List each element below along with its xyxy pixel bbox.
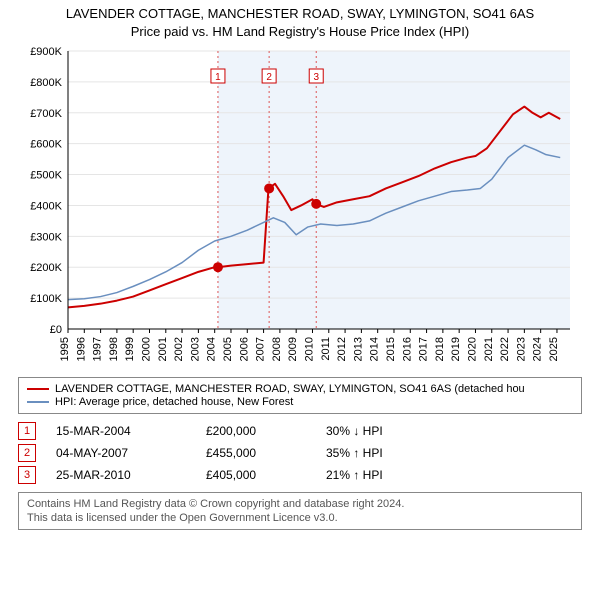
svg-text:£700K: £700K	[30, 107, 62, 119]
svg-text:£600K: £600K	[30, 138, 62, 150]
sale-price: £200,000	[206, 424, 326, 438]
svg-text:2003: 2003	[189, 337, 201, 361]
svg-text:£400K: £400K	[30, 200, 62, 212]
svg-text:£200K: £200K	[30, 262, 62, 274]
svg-text:2025: 2025	[548, 337, 560, 361]
svg-text:2022: 2022	[499, 337, 511, 361]
svg-text:2013: 2013	[352, 337, 364, 361]
svg-text:1999: 1999	[124, 337, 136, 361]
svg-text:2009: 2009	[287, 337, 299, 361]
sale-diff: 30% ↓ HPI	[326, 424, 446, 438]
svg-text:2017: 2017	[418, 337, 430, 361]
sale-diff: 21% ↑ HPI	[326, 468, 446, 482]
svg-text:2: 2	[266, 72, 272, 83]
sale-marker-icon: 1	[18, 422, 36, 440]
svg-text:2000: 2000	[140, 337, 152, 361]
svg-text:2006: 2006	[238, 337, 250, 361]
svg-text:£0: £0	[50, 324, 62, 336]
sale-diff: 35% ↑ HPI	[326, 446, 446, 460]
legend-swatch	[27, 388, 49, 390]
svg-text:1995: 1995	[59, 337, 71, 361]
sale-marker-icon: 2	[18, 444, 36, 462]
footer-line-2: This data is licensed under the Open Gov…	[27, 511, 573, 525]
svg-text:1997: 1997	[92, 337, 104, 361]
svg-text:2007: 2007	[255, 337, 267, 361]
svg-text:£800K: £800K	[30, 76, 62, 88]
svg-text:2012: 2012	[336, 337, 348, 361]
legend: LAVENDER COTTAGE, MANCHESTER ROAD, SWAY,…	[18, 377, 582, 414]
svg-text:2010: 2010	[303, 337, 315, 361]
svg-text:2016: 2016	[401, 337, 413, 361]
svg-text:2014: 2014	[369, 337, 381, 361]
legend-label: HPI: Average price, detached house, New …	[55, 396, 293, 408]
sale-date: 15-MAR-2004	[56, 424, 206, 438]
table-row: 1 15-MAR-2004 £200,000 30% ↓ HPI	[18, 422, 582, 440]
svg-text:2011: 2011	[320, 337, 332, 361]
svg-text:£300K: £300K	[30, 231, 62, 243]
svg-text:2021: 2021	[483, 337, 495, 361]
svg-text:£100K: £100K	[30, 293, 62, 305]
legend-item: LAVENDER COTTAGE, MANCHESTER ROAD, SWAY,…	[27, 383, 573, 395]
svg-text:2018: 2018	[434, 337, 446, 361]
svg-text:2002: 2002	[173, 337, 185, 361]
svg-text:2019: 2019	[450, 337, 462, 361]
title-line-1: LAVENDER COTTAGE, MANCHESTER ROAD, SWAY,…	[0, 6, 600, 22]
svg-text:2001: 2001	[157, 337, 169, 361]
svg-text:2005: 2005	[222, 337, 234, 361]
svg-text:2023: 2023	[515, 337, 527, 361]
footer-attribution: Contains HM Land Registry data © Crown c…	[18, 492, 582, 531]
legend-label: LAVENDER COTTAGE, MANCHESTER ROAD, SWAY,…	[55, 383, 525, 395]
price-chart: £0 £100K £200K £300K £400K £500K £600K £700K £80…	[18, 41, 582, 371]
svg-text:£500K: £500K	[30, 169, 62, 181]
svg-text:2015: 2015	[385, 337, 397, 361]
sale-marker-icon: 3	[18, 466, 36, 484]
svg-text:2024: 2024	[532, 337, 544, 361]
footer-line-1: Contains HM Land Registry data © Crown c…	[27, 497, 573, 511]
table-row: 2 04-MAY-2007 £455,000 35% ↑ HPI	[18, 444, 582, 462]
svg-text:1998: 1998	[108, 337, 120, 361]
svg-text:1: 1	[215, 72, 221, 83]
svg-text:1996: 1996	[75, 337, 87, 361]
chart-titles: LAVENDER COTTAGE, MANCHESTER ROAD, SWAY,…	[0, 0, 600, 41]
chart-container: { "titles": { "line1": "LAVENDER COTTAGE…	[0, 0, 600, 590]
sale-price: £405,000	[206, 468, 326, 482]
sale-date: 04-MAY-2007	[56, 446, 206, 460]
svg-text:3: 3	[313, 72, 319, 83]
sale-date: 25-MAR-2010	[56, 468, 206, 482]
sales-table: 1 15-MAR-2004 £200,000 30% ↓ HPI 2 04-MA…	[18, 422, 582, 484]
legend-item: HPI: Average price, detached house, New …	[27, 396, 573, 408]
legend-swatch	[27, 401, 49, 403]
table-row: 3 25-MAR-2010 £405,000 21% ↑ HPI	[18, 466, 582, 484]
svg-text:£900K: £900K	[30, 46, 62, 58]
svg-text:2004: 2004	[206, 337, 218, 361]
title-line-2: Price paid vs. HM Land Registry's House …	[0, 24, 600, 40]
sale-price: £455,000	[206, 446, 326, 460]
svg-text:2008: 2008	[271, 337, 283, 361]
svg-text:2020: 2020	[466, 337, 478, 361]
